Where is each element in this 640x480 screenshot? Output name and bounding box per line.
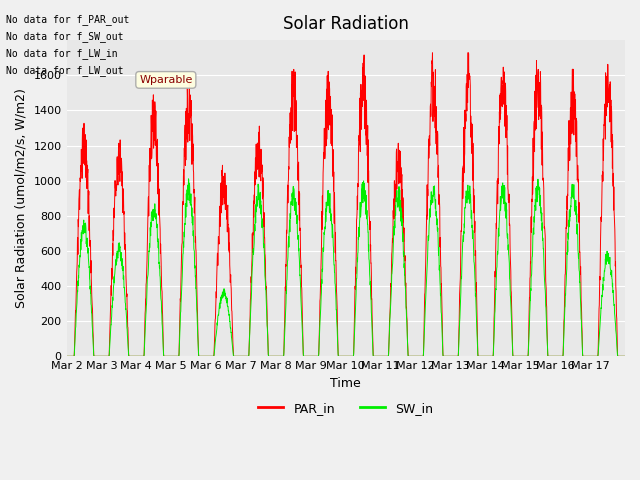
PAR_in (613, 339, 621, 345)
Text: No data for f_SW_out: No data for f_SW_out (6, 31, 124, 42)
PAR_in (239, 353, 246, 359)
PAR_in (621, 353, 629, 359)
PAR_in (380, 353, 387, 359)
Text: Wparable: Wparable (139, 75, 193, 85)
PAR_in (546, 353, 554, 359)
PAR_in (63, 353, 70, 359)
SW_in (239, 353, 247, 359)
PAR_in (514, 353, 522, 359)
Title: Solar Radiation: Solar Radiation (283, 15, 409, 33)
SW_in (185, 176, 193, 182)
Text: No data for f_PAR_out: No data for f_PAR_out (6, 14, 130, 25)
Line: PAR_in: PAR_in (67, 53, 625, 356)
Y-axis label: Solar Radiation (umol/m2/s, W/m2): Solar Radiation (umol/m2/s, W/m2) (15, 88, 28, 308)
X-axis label: Time: Time (330, 377, 361, 390)
SW_in (621, 353, 629, 359)
SW_in (514, 353, 522, 359)
SW_in (546, 353, 554, 359)
SW_in (63, 353, 70, 359)
SW_in (380, 353, 387, 359)
Text: No data for f_LW_out: No data for f_LW_out (6, 65, 124, 76)
PAR_in (118, 169, 126, 175)
PAR_in (464, 50, 472, 56)
SW_in (118, 266, 126, 272)
Text: No data for f_LW_in: No data for f_LW_in (6, 48, 118, 59)
Line: SW_in: SW_in (67, 179, 625, 356)
SW_in (613, 348, 621, 354)
Legend: PAR_in, SW_in: PAR_in, SW_in (253, 396, 438, 420)
